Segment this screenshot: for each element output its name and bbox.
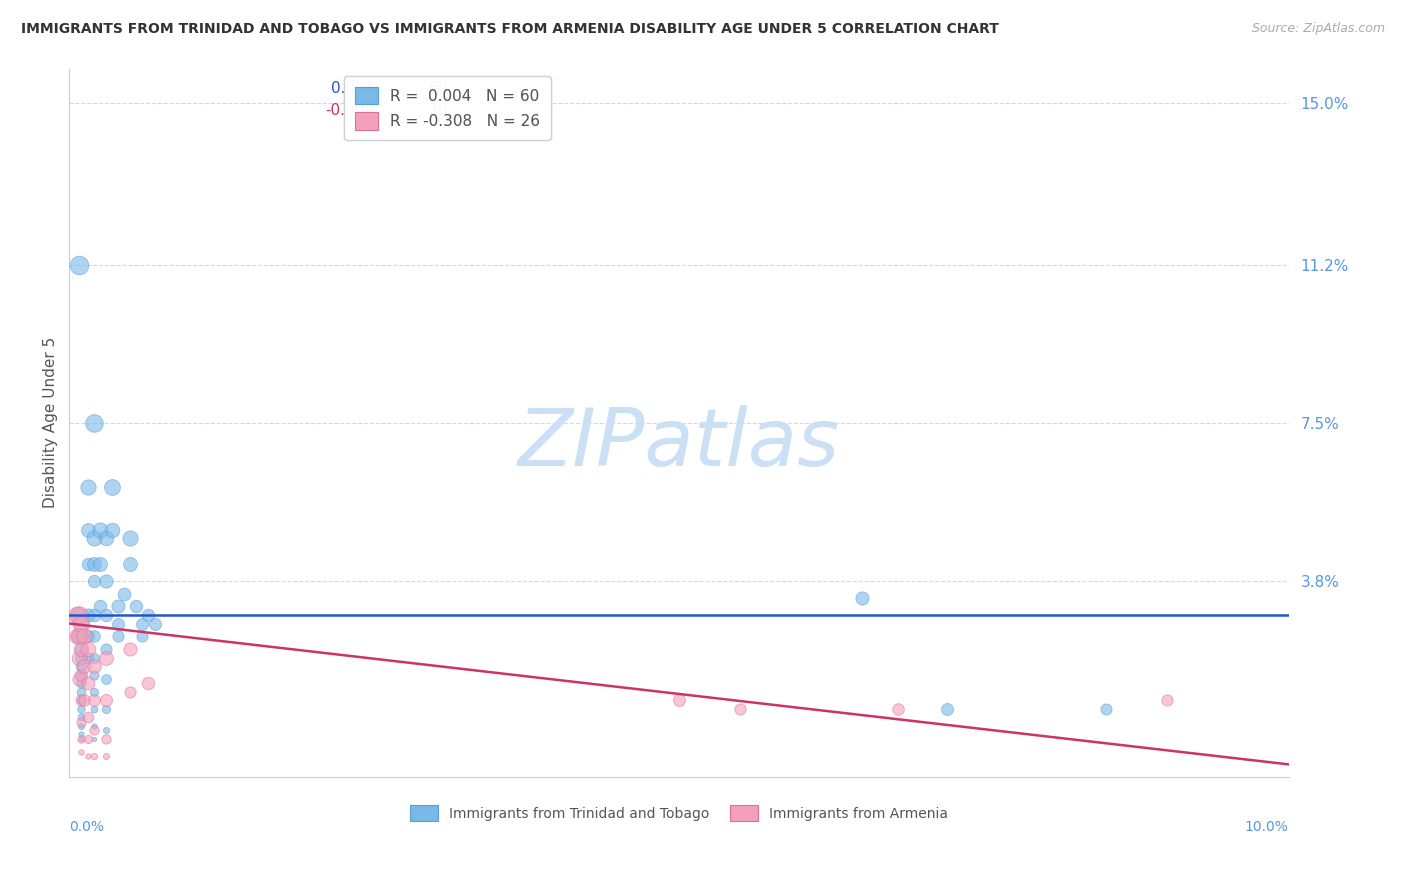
Point — [83, 531, 105, 545]
Point — [668, 693, 690, 707]
Point — [70, 642, 93, 657]
Legend: R =  0.004   N = 60, R = -0.308   N = 26: R = 0.004 N = 60, R = -0.308 N = 26 — [344, 76, 551, 140]
Point — [70, 693, 93, 707]
Point — [70, 650, 93, 665]
Point — [138, 607, 160, 622]
Point — [67, 672, 90, 686]
Point — [94, 748, 117, 763]
Point — [101, 523, 124, 537]
Point — [67, 258, 90, 272]
Point — [67, 607, 90, 622]
Point — [1156, 693, 1178, 707]
Point — [107, 629, 129, 643]
Point — [131, 616, 153, 631]
Point — [94, 702, 117, 716]
Point — [83, 719, 105, 733]
Point — [76, 607, 98, 622]
Point — [94, 607, 117, 622]
Point — [70, 702, 93, 716]
Point — [70, 693, 93, 707]
Point — [936, 702, 959, 716]
Point — [76, 748, 98, 763]
Point — [70, 667, 93, 681]
Point — [120, 531, 142, 545]
Point — [89, 523, 111, 537]
Point — [70, 710, 93, 724]
Point — [83, 748, 105, 763]
Point — [70, 659, 93, 673]
Point — [65, 607, 87, 622]
Point — [76, 557, 98, 571]
Point — [83, 702, 105, 716]
Point — [70, 714, 93, 729]
Point — [67, 629, 90, 643]
Point — [76, 629, 98, 643]
Point — [94, 642, 117, 657]
Point — [83, 607, 105, 622]
Point — [70, 676, 93, 690]
Point — [76, 710, 98, 724]
Text: ZIPatlas: ZIPatlas — [517, 405, 839, 483]
Point — [70, 616, 93, 631]
Y-axis label: Disability Age Under 5: Disability Age Under 5 — [44, 337, 58, 508]
Point — [76, 642, 98, 657]
Point — [76, 523, 98, 537]
Point — [70, 642, 93, 657]
Point — [107, 599, 129, 614]
Point — [94, 531, 117, 545]
Text: -0.308: -0.308 — [325, 103, 374, 118]
Point — [70, 616, 93, 631]
Point — [76, 480, 98, 494]
Point — [851, 591, 873, 605]
Point — [89, 557, 111, 571]
Point — [120, 642, 142, 657]
Point — [83, 574, 105, 588]
Point — [67, 629, 90, 643]
Point — [70, 629, 93, 643]
Point — [83, 557, 105, 571]
Point — [131, 629, 153, 643]
Text: 26: 26 — [429, 103, 449, 118]
Text: 10.0%: 10.0% — [1244, 820, 1289, 834]
Point — [83, 416, 105, 430]
Point — [70, 685, 93, 699]
Point — [70, 731, 93, 746]
Point — [94, 650, 117, 665]
Point — [101, 480, 124, 494]
Text: 0.004: 0.004 — [332, 81, 375, 96]
Point — [94, 731, 117, 746]
Point — [112, 586, 135, 600]
Point — [83, 693, 105, 707]
Text: IMMIGRANTS FROM TRINIDAD AND TOBAGO VS IMMIGRANTS FROM ARMENIA DISABILITY AGE UN: IMMIGRANTS FROM TRINIDAD AND TOBAGO VS I… — [21, 22, 1000, 37]
Point — [76, 650, 98, 665]
Point — [887, 702, 910, 716]
Point — [94, 693, 117, 707]
Point — [728, 702, 751, 716]
Point — [70, 667, 93, 681]
Point — [73, 659, 96, 673]
Point — [83, 659, 105, 673]
Point — [67, 607, 90, 622]
Point — [125, 599, 148, 614]
Point — [94, 574, 117, 588]
Point — [70, 731, 93, 746]
Point — [70, 727, 93, 741]
Text: 60: 60 — [429, 81, 449, 96]
Point — [83, 650, 105, 665]
Point — [94, 672, 117, 686]
Point — [73, 693, 96, 707]
Point — [83, 629, 105, 643]
Point — [76, 731, 98, 746]
Point — [83, 667, 105, 681]
Point — [65, 629, 87, 643]
Point — [94, 723, 117, 738]
Point — [120, 685, 142, 699]
Text: Source: ZipAtlas.com: Source: ZipAtlas.com — [1251, 22, 1385, 36]
Point — [107, 616, 129, 631]
Point — [1094, 702, 1116, 716]
Point — [89, 599, 111, 614]
Point — [67, 650, 90, 665]
Point — [120, 557, 142, 571]
Point — [83, 731, 105, 746]
